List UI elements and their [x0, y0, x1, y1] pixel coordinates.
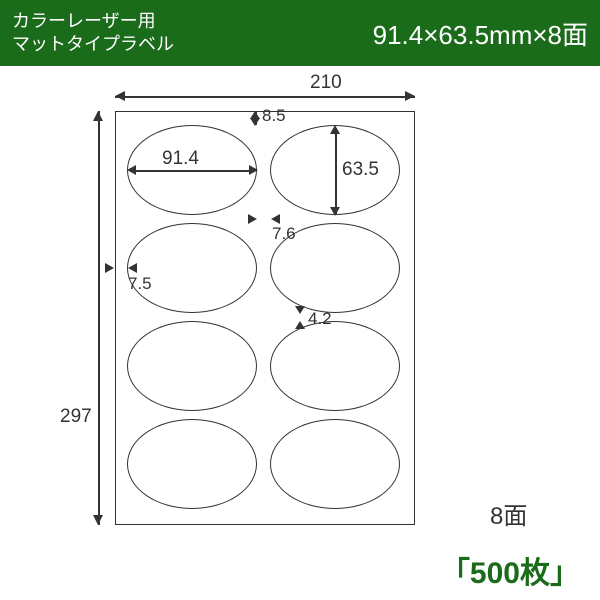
gap-v-label: 4.2: [308, 309, 332, 329]
dim-line-labelh: [335, 128, 337, 214]
arrow-left-icon: [127, 165, 136, 175]
face-count: 8面: [490, 496, 527, 531]
dim-line-labelw: [132, 170, 252, 172]
header-dimensions: 91.4×63.5mm×8面: [373, 15, 588, 52]
dim-line-height: [98, 111, 100, 525]
label-ellipse: [127, 419, 257, 509]
footer: 「500枚」: [0, 540, 600, 600]
margin-top-label: 8.5: [262, 106, 286, 126]
label-height: 63.5: [342, 159, 379, 181]
arrow-down-icon: [93, 515, 103, 525]
gap-h-label: 7.6: [272, 224, 296, 244]
arrow-right-icon: [248, 214, 257, 224]
product-type: カラーレーザー用 マットタイプラベル: [12, 10, 174, 57]
header-line1: カラーレーザー用: [12, 10, 174, 33]
label-ellipse: [127, 321, 257, 411]
arrow-up-icon: [295, 321, 305, 329]
width-label: 210: [310, 72, 342, 94]
arrow-right-icon: [405, 91, 415, 101]
label-ellipse: [270, 321, 400, 411]
label-ellipse: [127, 223, 257, 313]
label-width: 91.4: [162, 148, 199, 170]
arrow-right-icon: [249, 165, 258, 175]
arrow-down-icon: [330, 207, 340, 216]
header-line2: マットタイプラベル: [12, 33, 174, 56]
arrow-left-icon: [115, 91, 125, 101]
arrow-up-icon: [93, 111, 103, 121]
diagram: 210 8.5 91.4 63.5 7.6 7.5 4.2 297 8面: [0, 66, 600, 540]
quantity-label: 「500枚」: [440, 548, 580, 592]
arrow-left-icon: [128, 263, 137, 273]
arrow-down-icon: [250, 118, 260, 126]
label-ellipse: [270, 419, 400, 509]
arrow-right-icon: [105, 263, 114, 273]
header-banner: カラーレーザー用 マットタイプラベル 91.4×63.5mm×8面: [0, 0, 600, 66]
dim-line-width: [115, 96, 415, 98]
arrow-down-icon: [295, 306, 305, 314]
margin-left-label: 7.5: [128, 274, 152, 294]
arrow-left-icon: [271, 214, 280, 224]
height-label: 297: [60, 406, 92, 428]
arrow-up-icon: [330, 125, 340, 134]
